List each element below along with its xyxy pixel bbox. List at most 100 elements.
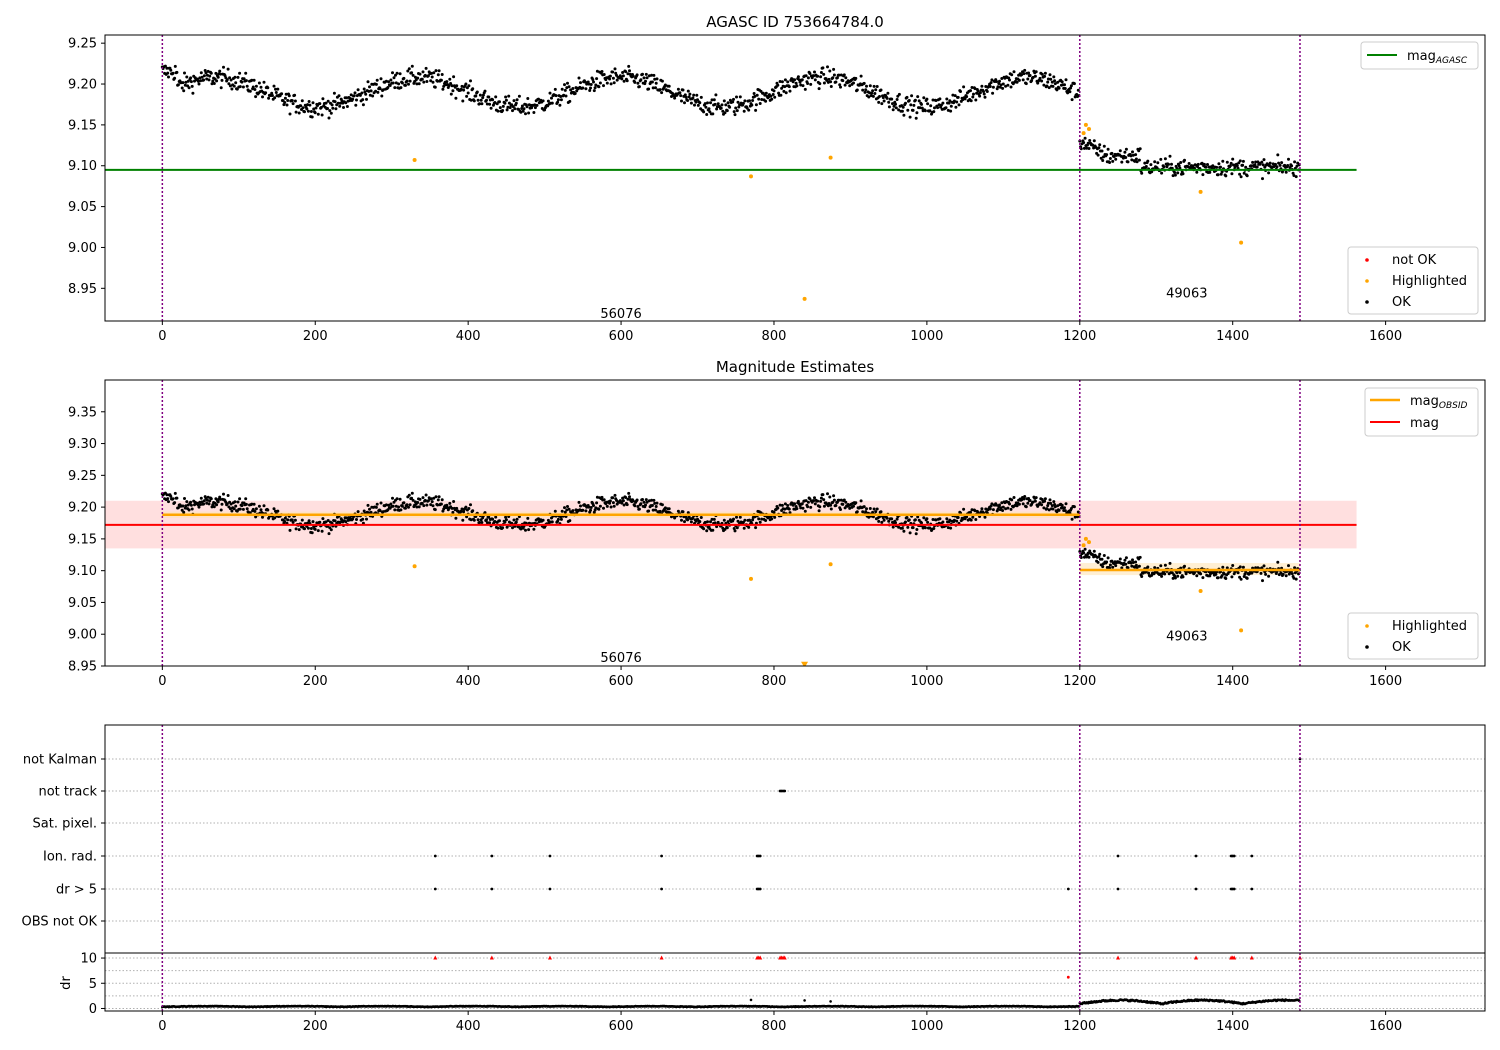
ok-point xyxy=(643,82,647,86)
ok-point xyxy=(758,102,762,105)
ok-point xyxy=(644,498,648,502)
ok-point xyxy=(752,92,756,95)
ok-point xyxy=(1239,577,1243,581)
ok-point xyxy=(459,87,463,91)
ok-point xyxy=(1021,78,1025,82)
ok-point xyxy=(440,498,444,502)
ok-point xyxy=(461,99,465,103)
ok-point xyxy=(644,79,647,83)
ok-point xyxy=(609,82,613,86)
ok-point xyxy=(361,517,365,521)
ok-point xyxy=(859,499,863,503)
ok-point xyxy=(1262,158,1266,162)
ok-point xyxy=(1050,80,1054,84)
ok-point xyxy=(602,84,605,88)
panel-1-obs-label-1: 56076 xyxy=(600,307,641,322)
ok-point xyxy=(645,500,649,504)
ok-point xyxy=(650,498,654,502)
ok-point xyxy=(1217,162,1221,166)
ok-point xyxy=(962,507,966,511)
ok-point xyxy=(683,520,686,524)
ok-point xyxy=(493,520,497,523)
ok-point xyxy=(654,505,658,508)
ok-point xyxy=(253,88,257,91)
ok-point xyxy=(408,503,412,507)
ok-point xyxy=(520,107,524,110)
ok-point xyxy=(266,86,270,90)
ok-point xyxy=(284,92,288,96)
highlighted-point xyxy=(1239,240,1244,245)
highlighted-point xyxy=(412,564,417,569)
ok-point xyxy=(1293,160,1297,164)
ok-point xyxy=(204,71,208,75)
ok-point xyxy=(777,91,781,95)
ok-point xyxy=(507,101,511,105)
ok-point xyxy=(290,518,294,522)
ok-point xyxy=(1045,507,1049,511)
ok-point xyxy=(748,518,751,522)
ok-point xyxy=(1267,574,1271,578)
ok-point xyxy=(998,79,1001,83)
ok-point xyxy=(361,103,365,107)
ok-point xyxy=(546,99,550,103)
ok-point xyxy=(998,503,1001,507)
ok-point xyxy=(1004,84,1008,88)
ok-point xyxy=(411,498,415,502)
ok-point xyxy=(504,515,508,519)
ok-point xyxy=(410,491,414,495)
ok-point xyxy=(436,73,440,77)
ok-point xyxy=(894,106,898,110)
ok-point xyxy=(780,503,784,507)
ok-point xyxy=(504,98,508,102)
ok-point xyxy=(688,92,692,96)
ok-point xyxy=(990,502,994,506)
ok-point xyxy=(712,98,716,102)
ok-point xyxy=(407,493,411,497)
ok-point xyxy=(622,503,626,507)
ok-point xyxy=(622,79,626,83)
ok-point xyxy=(1022,72,1026,76)
ok-point xyxy=(804,499,808,503)
ok-point xyxy=(206,495,210,499)
ok-point xyxy=(560,87,564,91)
ok-point xyxy=(1281,572,1285,576)
ok-point xyxy=(995,503,998,507)
ok-point xyxy=(862,505,866,509)
ok-point xyxy=(244,502,248,506)
ok-point xyxy=(291,520,295,524)
ok-point xyxy=(941,101,945,105)
ok-point xyxy=(681,88,685,92)
ok-point xyxy=(620,77,624,81)
ok-point xyxy=(334,107,338,111)
ok-point xyxy=(844,500,848,504)
flag-marker xyxy=(490,854,494,858)
ok-point xyxy=(393,508,397,512)
ok-point xyxy=(595,77,599,81)
ok-point xyxy=(1043,74,1047,78)
ok-point xyxy=(1163,563,1167,567)
ok-point xyxy=(658,88,662,92)
ok-point xyxy=(769,94,773,98)
ok-point xyxy=(946,108,950,112)
ok-point xyxy=(180,508,184,512)
ok-point xyxy=(829,507,833,511)
ok-point xyxy=(1230,575,1234,579)
ok-point xyxy=(550,520,554,524)
ok-point xyxy=(1167,162,1170,166)
panel-2-obs-label-2: 49063 xyxy=(1166,629,1207,644)
ok-point xyxy=(254,84,258,88)
ok-point xyxy=(982,90,985,93)
ok-point xyxy=(796,499,800,503)
ok-point xyxy=(818,505,822,509)
ok-point xyxy=(897,92,901,96)
ok-point xyxy=(430,75,434,79)
ok-point xyxy=(494,515,498,519)
ok-point xyxy=(571,87,575,90)
ok-point xyxy=(861,88,865,92)
ok-point xyxy=(301,106,305,110)
ok-point xyxy=(732,110,736,114)
ok-point xyxy=(1001,505,1005,509)
ok-point xyxy=(969,99,973,103)
ok-point xyxy=(391,504,395,508)
ok-point xyxy=(1001,86,1005,90)
